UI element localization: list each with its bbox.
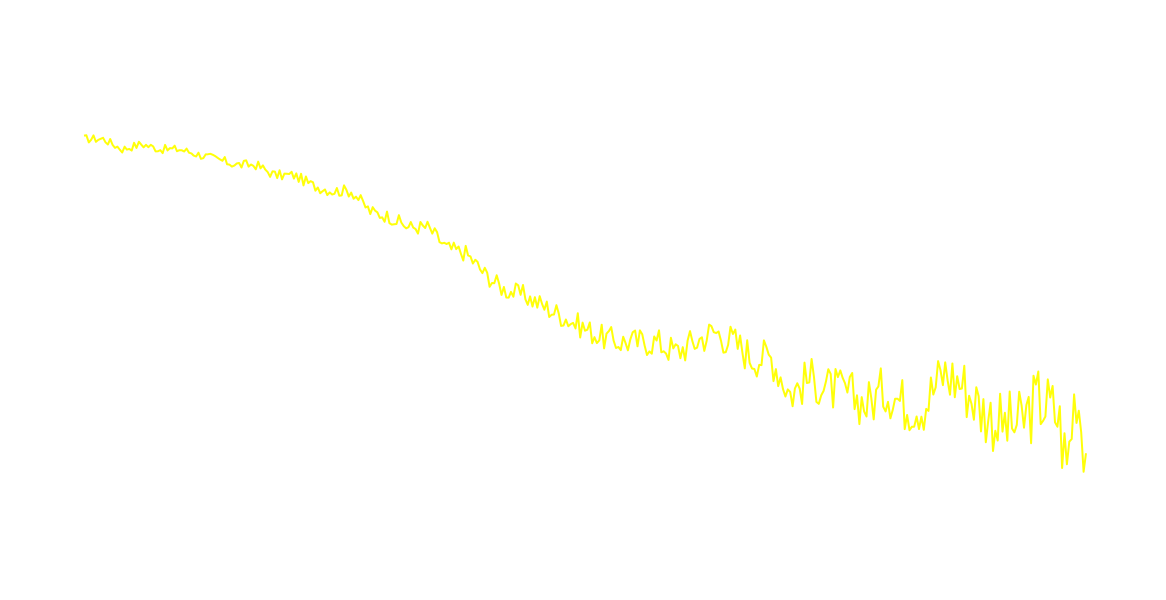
series-line-0 [83, 134, 1087, 473]
